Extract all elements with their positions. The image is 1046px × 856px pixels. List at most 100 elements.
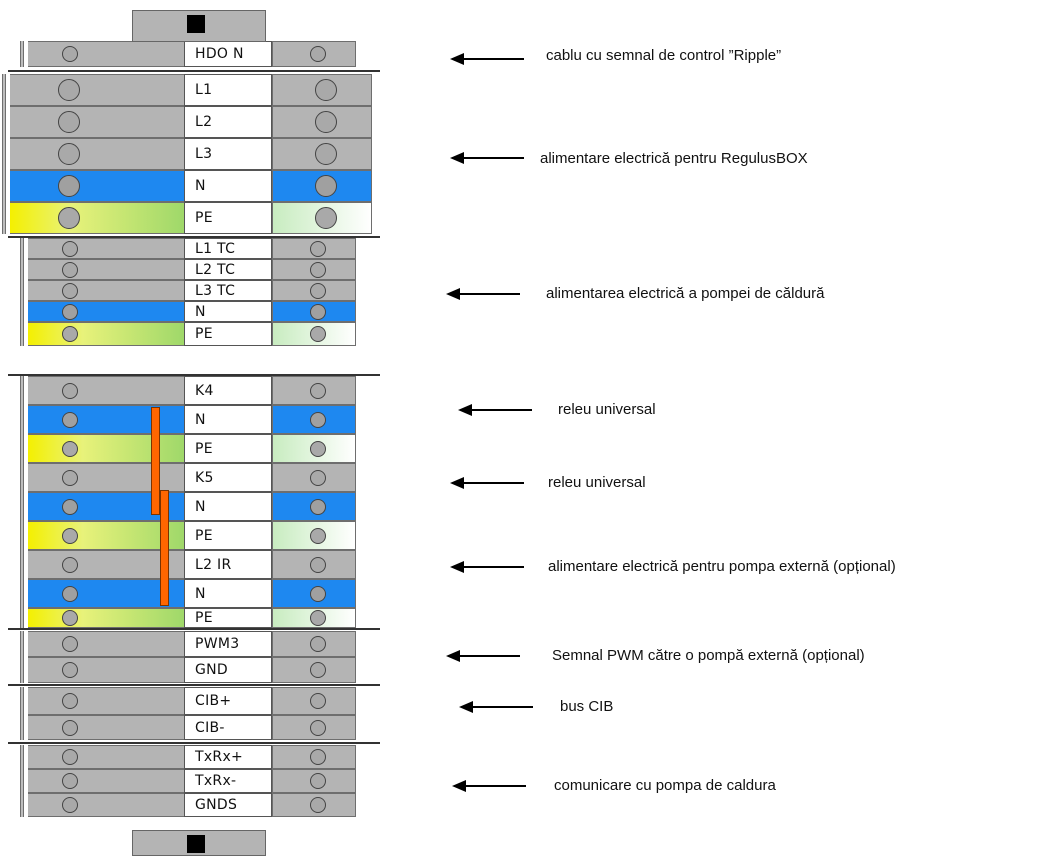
screw-icon: [58, 175, 80, 197]
terminal-end-plate: [20, 463, 24, 492]
terminal-left-body: [28, 259, 184, 280]
screw-icon: [62, 498, 78, 515]
clip-slot-icon: [187, 835, 205, 853]
terminal-end-plate: [20, 280, 24, 301]
terminal-row: GNDS: [0, 793, 380, 817]
terminal-row: L2 TC: [0, 259, 380, 280]
screw-icon: [62, 303, 78, 320]
terminal-left-body: [28, 608, 184, 628]
screw-icon: [310, 773, 326, 789]
screw-icon: [62, 749, 78, 765]
screw-icon: [310, 719, 326, 736]
terminal-label: N: [184, 170, 272, 202]
screw-icon: [310, 282, 326, 299]
group-separator: [8, 236, 380, 238]
screw-icon: [315, 207, 337, 229]
terminal-left-body: [10, 170, 184, 202]
terminal-label: L2 TC: [184, 259, 272, 280]
arrow-left-icon: [446, 650, 520, 662]
terminal-end-plate: [20, 238, 24, 259]
annotation-label: bus CIB: [560, 698, 614, 715]
terminal-left-body: [28, 301, 184, 322]
terminal-end-plate: [20, 793, 24, 817]
terminal-label: CIB+: [184, 687, 272, 715]
terminal-end-plate: [20, 434, 24, 463]
arrow-left-icon: [450, 53, 524, 65]
screw-icon: [315, 79, 337, 101]
terminal-end-plate: [20, 715, 24, 740]
terminal-end-plate: [20, 657, 24, 683]
terminal-row: PWM3: [0, 631, 380, 657]
mounting-clip-bottom: [132, 830, 266, 856]
terminal-left-body: [28, 434, 184, 463]
arrow-left-icon: [459, 701, 533, 713]
terminal-end-plate: [2, 138, 6, 170]
terminal-end-plate: [2, 202, 6, 234]
terminal-end-plate: [20, 579, 24, 608]
screw-icon: [62, 693, 78, 709]
screw-icon: [62, 636, 78, 652]
screw-icon: [310, 46, 326, 62]
terminal-left-body: [28, 745, 184, 769]
screw-icon: [310, 749, 326, 765]
screw-icon: [62, 585, 78, 602]
screw-icon: [58, 111, 80, 133]
screw-icon: [310, 440, 326, 457]
terminal-end-plate: [2, 106, 6, 138]
screw-icon: [62, 261, 78, 278]
terminal-label: N: [184, 301, 272, 322]
terminal-row: PE: [0, 521, 380, 550]
arrow-left-icon: [452, 780, 526, 792]
terminal-left-body: [28, 322, 184, 346]
terminal-label: L2: [184, 106, 272, 138]
terminal-left-body: [10, 202, 184, 234]
terminal-left-body: [10, 74, 184, 106]
terminal-left-body: [28, 521, 184, 550]
terminal-left-body: [28, 463, 184, 492]
terminal-row: N: [0, 170, 380, 202]
terminal-label: HDO N: [184, 41, 272, 67]
annotation-label: alimentare electrică pentru pompa extern…: [548, 558, 896, 575]
terminal-right-body: [272, 463, 356, 492]
terminal-left-body: [28, 550, 184, 579]
terminal-end-plate: [2, 74, 6, 106]
screw-icon: [310, 610, 326, 626]
screw-icon: [315, 143, 337, 165]
screw-icon: [58, 207, 80, 229]
annotation-label: releu universal: [558, 401, 656, 418]
terminal-label: PE: [184, 202, 272, 234]
terminal-left-body: [28, 715, 184, 740]
terminal-label: PE: [184, 608, 272, 628]
terminal-end-plate: [2, 170, 6, 202]
annotation-label: cablu cu semnal de control ”Ripple”: [546, 47, 782, 64]
terminal-right-body: [272, 492, 356, 521]
screw-icon: [310, 382, 326, 399]
terminal-row: PE: [0, 322, 380, 346]
terminal-row: K4: [0, 376, 380, 405]
terminal-left-body: [28, 631, 184, 657]
screw-icon: [310, 240, 326, 257]
terminal-row: PE: [0, 202, 380, 234]
terminal-left-body: [28, 376, 184, 405]
terminal-left-body: [28, 238, 184, 259]
terminal-label: L1 TC: [184, 238, 272, 259]
screw-icon: [58, 143, 80, 165]
group-separator: [8, 70, 380, 72]
terminal-end-plate: [20, 405, 24, 434]
terminal-row: N: [0, 579, 380, 608]
terminal-end-plate: [20, 687, 24, 715]
arrow-left-icon: [450, 561, 524, 573]
screw-icon: [62, 240, 78, 257]
terminal-right-body: [272, 550, 356, 579]
terminal-row: GND: [0, 657, 380, 683]
terminal-left-body: [28, 687, 184, 715]
screw-icon: [62, 411, 78, 428]
terminal-end-plate: [20, 492, 24, 521]
terminal-row: L1: [0, 74, 380, 106]
screw-icon: [62, 556, 78, 573]
terminal-label: GNDS: [184, 793, 272, 817]
terminal-row: N: [0, 301, 380, 322]
screw-icon: [310, 498, 326, 515]
terminal-end-plate: [20, 301, 24, 322]
